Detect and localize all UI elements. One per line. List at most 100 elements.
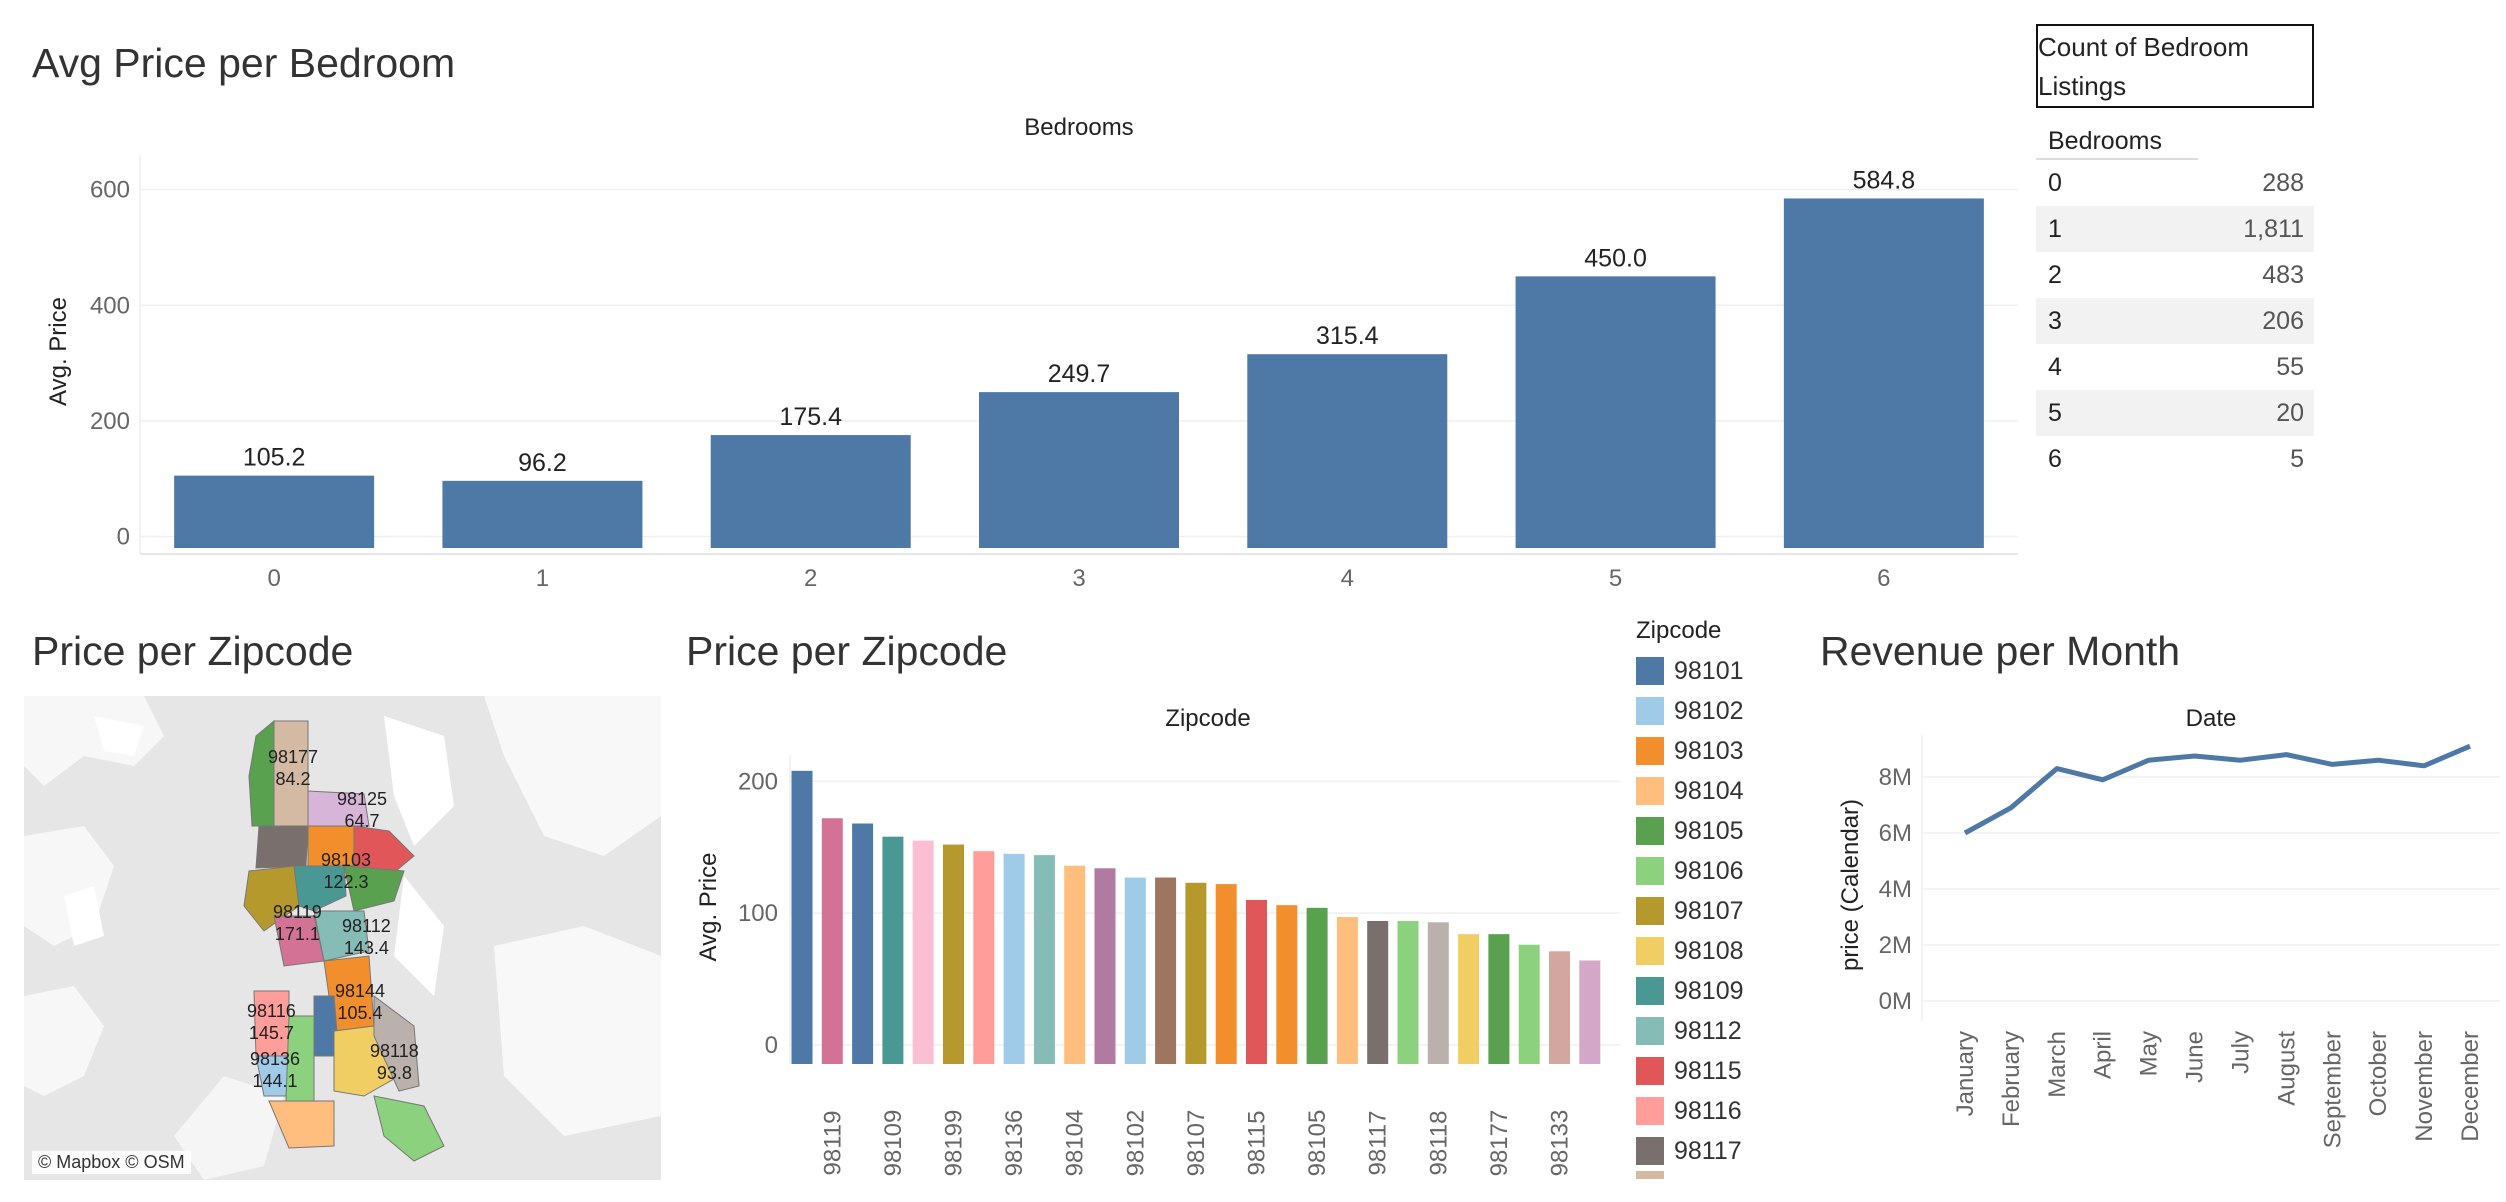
zip-bar [1033,855,1055,1064]
count-table-bedrooms-cell: 3 [2048,307,2062,335]
bedroom-bar-value-label: 249.7 [1048,360,1111,388]
map-zip-price: 171.1 [274,924,320,944]
legend-item[interactable]: 98112 [1636,1011,1756,1051]
legend-item-label: 98115 [1674,1056,1742,1085]
map-zip-label: 98112 143.4 [342,915,391,959]
bedroom-y-axis-title: Avg. Price [45,297,72,406]
zip-bar [852,823,874,1064]
bedroom-x-tick-label: 6 [1877,565,1890,592]
bedroom-bar-value-label: 315.4 [1316,322,1379,350]
legend-swatch [1636,657,1664,685]
count-table-count-cell: 483 [2262,261,2304,289]
legend-item[interactable]: 98115 [1636,1051,1756,1091]
legend-item[interactable]: 98108 [1636,931,1756,971]
legend-item-label: 98102 [1674,696,1744,725]
legend-item[interactable]: 98116 [1636,1091,1756,1131]
revenue-x-tick-label: November [2411,1031,2438,1142]
bedroom-bar [979,392,1179,548]
legend-item-label: 98116 [1674,1096,1742,1125]
legend-item-label: 98108 [1674,936,1744,965]
legend-item-label: 98107 [1674,896,1744,925]
map-zip-code: 98136 [250,1049,301,1069]
count-table-row: 0 288 [2036,160,2314,206]
legend-item-label: 98109 [1674,976,1744,1005]
revenue-y-tick-label: 0M [1879,988,1912,1015]
revenue-x-tick-label: March [2044,1031,2071,1098]
legend-swatch [1636,1057,1664,1085]
count-table-count-cell: 1,811 [2243,215,2304,243]
revenue-line-chart: Date price (Calendar) 0M 2M 4M 6M 8M January Feb… [1837,705,2500,1148]
legend-item[interactable]: 98106 [1636,851,1756,891]
map-zip-code: 98144 [335,981,386,1001]
count-table-bedrooms-cell: 5 [2048,399,2062,427]
zip-x-tick-label: 98199 [941,1110,968,1177]
count-table-count-cell: 20 [2276,399,2304,427]
zip-y-tick-label: 100 [738,900,778,927]
bedroom-bar [1247,354,1448,548]
bedroom-y-tick-label: 200 [90,408,130,435]
zip-x-tick-label: 98117 [1365,1111,1392,1176]
bedroom-bar-value-label: 450.0 [1584,244,1647,272]
legend-item[interactable]: 98101 [1636,651,1756,691]
legend-item[interactable]: 98103 [1636,731,1756,771]
count-table-count-cell: 206 [2262,307,2304,335]
zip-bar [1094,868,1116,1064]
revenue-y-tick-label: 8M [1879,764,1912,791]
zip-bar [1367,920,1389,1064]
legend-item[interactable]: 98117 [1636,1131,1756,1171]
zip-map-title: Price per Zipcode [32,628,354,674]
zip-x-tick-label: 98119 [819,1111,846,1176]
zip-y-axis-title: Avg. Price [695,853,722,962]
bedroom-bar [442,480,643,548]
revenue-x-tick-label: June [2182,1031,2209,1083]
legend-item-label: 98105 [1674,816,1744,845]
zip-y-tick-label: 0 [765,1032,778,1059]
zip-bar [1124,877,1146,1064]
map-credit[interactable]: © Mapbox © OSM [32,1151,191,1174]
map-zip-code: 98177 [268,747,319,767]
revenue-chart-title: Revenue per Month [1820,628,2181,674]
bedroom-x-tick-label: 4 [1341,565,1354,592]
bedroom-bar-chart: Bedrooms Avg. Price 0 200 400 600 105.2 0 96.2 1 1… [45,114,2018,592]
zip-bar [1397,920,1419,1064]
legend-swatch [1636,857,1664,885]
count-table-row: 1 1,811 [2036,206,2314,252]
legend-item[interactable]: 98109 [1636,971,1756,1011]
bedroom-x-tick-label: 5 [1609,565,1622,592]
zip-x-tick-label: 98115 [1244,1111,1271,1176]
zip-x-tick-label: 98109 [880,1110,907,1177]
bedroom-bar-value-label: 175.4 [779,403,842,431]
revenue-series-line [1963,743,2471,836]
count-table-bedrooms-cell: 4 [2048,353,2062,381]
count-table-count-cell: 288 [2262,169,2304,197]
zip-x-tick-label: 98118 [1425,1111,1452,1176]
legend-item[interactable]: 98102 [1636,691,1756,731]
zip-bar [821,818,843,1064]
revenue-x-axis-title: Date [2186,705,2237,732]
zip-x-tick-label: 98107 [1183,1110,1210,1177]
legend-item[interactable]: 98104 [1636,771,1756,811]
count-table-row: 3 206 [2036,298,2314,344]
zip-bar [1488,934,1510,1064]
zip-x-tick-label: 98104 [1062,1110,1089,1177]
map-zip-price: 93.8 [376,1063,412,1083]
legend-item[interactable]: 98107 [1636,891,1756,931]
legend-swatch [1636,977,1664,1005]
zipcode-map[interactable]: 98177 84.2 98125 64.7 98103 122.3 98119 171.1 98… [24,696,661,1180]
bedroom-chart-title: Avg Price per Bedroom [32,40,456,86]
map-zip-code: 98103 [321,850,372,870]
legend-swatch [1636,897,1664,925]
bedroom-bar [174,475,375,548]
map-zip-label: 98125 64.7 [337,788,387,832]
map-zip-price: 145.7 [248,1023,294,1043]
legend-item-label: 98112 [1674,1016,1742,1045]
legend-swatch [1636,1137,1664,1165]
revenue-x-tick-label: February [1998,1031,2025,1127]
legend-item[interactable]: 98105 [1636,811,1756,851]
map-zip-label: 98144 105.4 [335,980,385,1024]
zip-x-tick-label: 98177 [1486,1110,1513,1177]
revenue-x-tick-label: August [2273,1031,2300,1106]
zip-bar [1336,917,1358,1064]
map-background [24,696,661,1180]
map-zip-code: 98119 [273,902,322,922]
